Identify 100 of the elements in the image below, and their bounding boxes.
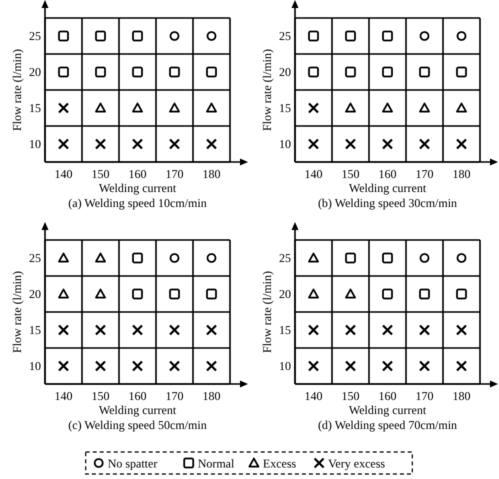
point [206, 253, 216, 263]
y-tick-label: 25 [29, 251, 41, 265]
point [206, 324, 218, 336]
text: (d) Welding speed 70cm/min [318, 418, 458, 432]
legend-label: No spatter [108, 456, 158, 470]
point [206, 360, 218, 372]
point [94, 360, 106, 372]
point [132, 252, 143, 264]
point [132, 138, 144, 150]
y-tick-label: 15 [29, 323, 41, 337]
x-tick-label: 150 [342, 389, 360, 403]
point [420, 253, 430, 263]
point [308, 360, 320, 372]
point [344, 324, 356, 336]
point [58, 252, 69, 262]
point [168, 138, 180, 150]
point [58, 102, 70, 114]
point [95, 30, 106, 42]
point [456, 102, 467, 112]
point [308, 324, 320, 336]
legend-label: Excess [262, 456, 297, 470]
point [206, 31, 216, 41]
point [95, 252, 106, 262]
point [206, 288, 217, 300]
point [382, 288, 393, 300]
point [132, 102, 143, 112]
point [345, 66, 356, 78]
point [419, 102, 430, 112]
point [420, 31, 430, 41]
point [382, 324, 394, 336]
y-axis-title: Flow rate (l/min) [10, 271, 24, 353]
x-tick-label: 180 [452, 167, 470, 181]
legend-label: Very excess [328, 456, 386, 470]
y-axis-title: Flow rate (l/min) [260, 271, 274, 353]
point [206, 102, 217, 112]
x-tick-label: 160 [128, 167, 146, 181]
point [418, 138, 430, 150]
y-tick-label: 15 [279, 101, 291, 115]
point [132, 66, 143, 78]
point [95, 66, 106, 78]
point [94, 138, 106, 150]
point [168, 324, 180, 336]
point [58, 360, 70, 372]
x-tick-label: 170 [166, 167, 184, 181]
y-tick-label: 10 [29, 359, 41, 373]
point [345, 102, 356, 112]
point [132, 288, 143, 300]
x-tick-label: 180 [202, 167, 220, 181]
y-tick-label: 10 [279, 359, 291, 373]
x-tick-label: 160 [378, 389, 396, 403]
text: (b) Welding speed 30cm/min [318, 196, 458, 210]
point [169, 102, 180, 112]
x-tick-label: 170 [416, 167, 434, 181]
y-tick-label: 20 [29, 65, 41, 79]
point [308, 138, 320, 150]
x-axis-title: Welding current [98, 181, 177, 195]
legend-label: Normal [198, 456, 236, 470]
y-tick-label: 10 [29, 137, 41, 151]
y-tick-label: 15 [279, 323, 291, 337]
x-tick-label: 170 [416, 389, 434, 403]
point [58, 30, 69, 42]
point [456, 31, 466, 41]
x-tick-label: 160 [378, 167, 396, 181]
point [132, 30, 143, 42]
point [419, 66, 430, 78]
x-axis-title: Welding current [348, 403, 427, 417]
y-tick-label: 15 [29, 101, 41, 115]
point [456, 138, 468, 150]
point [206, 138, 218, 150]
y-tick-label: 20 [279, 65, 291, 79]
point [418, 360, 430, 372]
y-axis-title: Flow rate (l/min) [10, 49, 24, 131]
y-tick-label: 25 [29, 29, 41, 43]
point [58, 66, 69, 78]
point [58, 138, 70, 150]
point [382, 138, 394, 150]
y-tick-label: 25 [279, 251, 291, 265]
point [170, 31, 180, 41]
x-tick-label: 140 [54, 167, 72, 181]
point [168, 360, 180, 372]
point [456, 253, 466, 263]
point [169, 288, 180, 300]
point [308, 30, 319, 42]
point [382, 102, 393, 112]
point [344, 360, 356, 372]
x-tick-label: 180 [452, 389, 470, 403]
x-axis-title: Welding current [348, 181, 427, 195]
point [132, 360, 144, 372]
x-tick-label: 160 [128, 389, 146, 403]
y-tick-label: 10 [279, 137, 291, 151]
point [58, 288, 69, 298]
point [345, 288, 356, 298]
x-tick-label: 140 [304, 167, 322, 181]
text: (a) Welding speed 10cm/min [68, 196, 207, 210]
x-tick-label: 150 [92, 389, 110, 403]
x-tick-label: 140 [54, 389, 72, 403]
point [95, 102, 106, 112]
point [169, 66, 180, 78]
x-tick-label: 150 [92, 167, 110, 181]
point [382, 30, 393, 42]
